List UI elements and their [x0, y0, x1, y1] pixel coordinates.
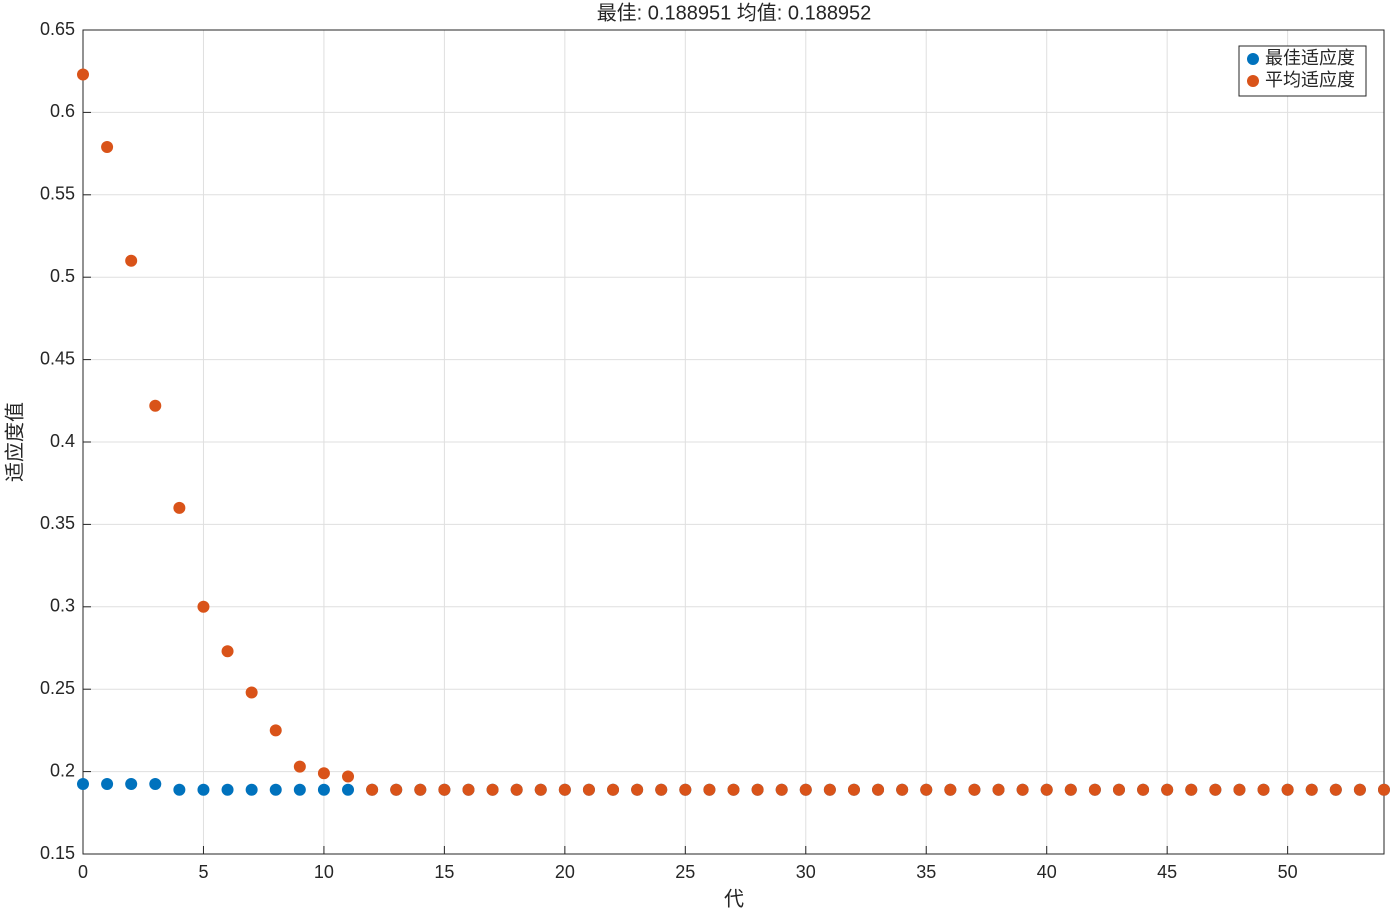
data-point — [1185, 783, 1198, 796]
data-point — [1016, 783, 1029, 796]
y-tick-label: 0.35 — [40, 513, 75, 533]
x-axis-label: 代 — [724, 887, 744, 910]
data-point — [1161, 783, 1174, 796]
data-point — [221, 783, 234, 796]
x-tick-label: 50 — [1278, 862, 1298, 882]
data-point — [775, 783, 788, 796]
data-point — [992, 783, 1005, 796]
x-tick-label: 30 — [796, 862, 816, 882]
data-point — [1353, 783, 1366, 796]
y-tick-label: 0.15 — [40, 843, 75, 863]
data-point — [77, 68, 89, 81]
y-axis-label: 适应度值 — [3, 402, 26, 482]
data-point — [1305, 783, 1318, 796]
data-point — [582, 783, 595, 796]
data-point — [293, 783, 306, 796]
data-point — [607, 783, 620, 796]
y-tick-label: 0.65 — [40, 19, 75, 39]
legend-label: 最佳适应度 — [1265, 48, 1355, 68]
data-point — [269, 783, 282, 796]
data-point — [823, 783, 836, 796]
legend-marker — [1247, 53, 1259, 65]
y-tick-label: 0.5 — [50, 266, 75, 286]
data-point — [1329, 783, 1342, 796]
data-point — [414, 783, 427, 796]
data-point — [486, 783, 499, 796]
x-tick-label: 5 — [198, 862, 208, 882]
y-tick-label: 0.6 — [50, 101, 75, 121]
data-point — [197, 783, 210, 796]
data-point — [896, 783, 909, 796]
data-point — [317, 783, 330, 796]
data-point — [751, 783, 764, 796]
data-point — [1137, 783, 1150, 796]
data-point — [727, 783, 740, 796]
data-point — [944, 783, 957, 796]
x-tick-label: 35 — [916, 862, 936, 882]
data-point — [125, 254, 138, 267]
data-point — [1257, 783, 1270, 796]
y-tick-label: 0.55 — [40, 184, 75, 204]
axes-box — [82, 29, 1385, 855]
legend-label: 平均适应度 — [1265, 70, 1355, 90]
data-point — [1281, 783, 1294, 796]
data-point — [1088, 783, 1101, 796]
data-point — [366, 783, 379, 796]
x-tick-label: 45 — [1157, 862, 1177, 882]
x-tick-label: 25 — [675, 862, 695, 882]
data-point — [534, 783, 547, 796]
data-point — [173, 783, 186, 796]
y-tick-label: 0.2 — [50, 760, 75, 780]
data-point — [510, 783, 523, 796]
data-point — [1378, 783, 1390, 796]
data-point — [342, 770, 355, 783]
data-point — [342, 783, 355, 796]
data-point — [77, 777, 89, 790]
data-point — [101, 777, 114, 790]
chart-title: 最佳: 0.188951 均值: 0.188952 — [597, 1, 872, 24]
x-tick-label: 40 — [1037, 862, 1057, 882]
data-point — [558, 783, 571, 796]
data-point — [1209, 783, 1222, 796]
data-point — [1064, 783, 1077, 796]
data-point — [1112, 783, 1125, 796]
data-point — [125, 777, 138, 790]
legend-box — [1238, 45, 1367, 97]
data-point — [390, 783, 403, 796]
data-point — [269, 724, 282, 737]
data-point — [317, 767, 330, 780]
y-tick-label: 0.3 — [50, 596, 75, 616]
data-point — [679, 783, 692, 796]
data-point — [293, 760, 306, 773]
data-point — [462, 783, 475, 796]
data-point — [197, 600, 210, 613]
data-point — [655, 783, 668, 796]
data-point — [149, 777, 162, 790]
data-point — [847, 783, 860, 796]
data-point — [245, 686, 258, 699]
data-point — [101, 141, 114, 154]
x-tick-label: 20 — [555, 862, 575, 882]
data-point — [799, 783, 812, 796]
y-tick-label: 0.45 — [40, 348, 75, 368]
data-point — [920, 783, 933, 796]
data-point — [149, 399, 162, 412]
data-point — [221, 645, 234, 658]
data-point — [1040, 783, 1053, 796]
data-point — [438, 783, 451, 796]
data-point — [173, 501, 186, 514]
x-tick-label: 15 — [434, 862, 454, 882]
x-tick-label: 0 — [78, 862, 88, 882]
y-tick-label: 0.4 — [50, 431, 75, 451]
legend-marker — [1247, 75, 1259, 87]
y-tick-label: 0.25 — [40, 678, 75, 698]
data-point — [245, 783, 258, 796]
data-point — [703, 783, 716, 796]
data-point — [631, 783, 644, 796]
data-point — [968, 783, 981, 796]
data-point — [1233, 783, 1246, 796]
x-tick-label: 10 — [314, 862, 334, 882]
data-point — [872, 783, 885, 796]
